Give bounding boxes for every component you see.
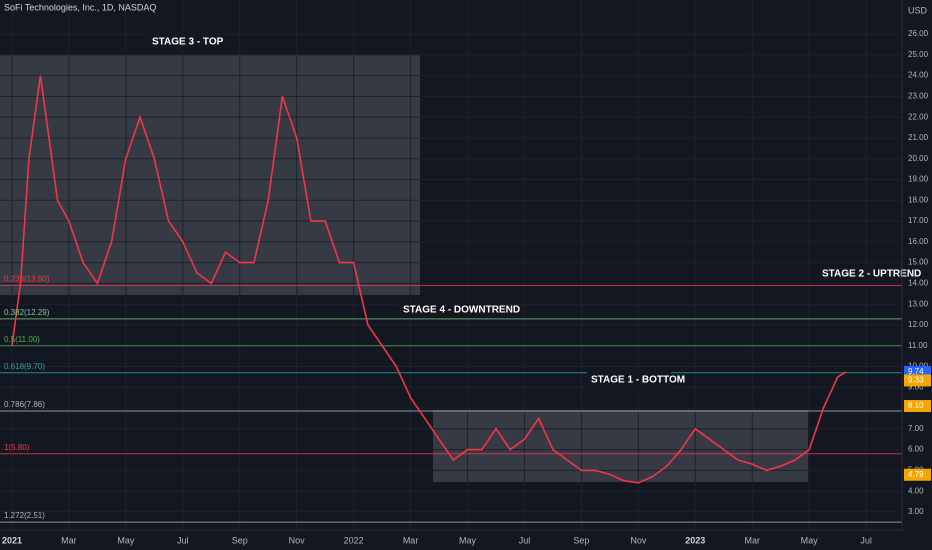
y-tick-label: 17.00 (908, 216, 929, 225)
x-tick-label: Jul (519, 535, 531, 545)
y-tick-label: 18.00 (908, 195, 929, 204)
x-tick-label: Sep (232, 535, 248, 545)
annotation: STAGE 1 - BOTTOM (591, 375, 685, 386)
y-tick-label: 23.00 (908, 92, 929, 101)
x-tick-label: May (117, 535, 135, 545)
x-tick-label: Jul (177, 535, 189, 545)
annotation: STAGE 4 - DOWNTREND (403, 305, 520, 316)
fib-label: 0.236(13.90) (4, 275, 50, 284)
x-tick-label: Mar (61, 535, 77, 545)
fib-label: 1(5.80) (4, 443, 30, 452)
annotation-bg (148, 34, 216, 50)
y-tick-label: 16.00 (908, 237, 929, 246)
x-tick-label: Mar (403, 535, 419, 545)
price-tag (904, 399, 931, 412)
price-tag (904, 468, 931, 481)
plot (0, 75, 902, 523)
x-tick-label: Mar (744, 535, 760, 545)
y-tick-label: 19.00 (908, 175, 929, 184)
x-tick-label: Sep (573, 535, 589, 545)
x-tick-label: 2023 (685, 535, 705, 545)
y-tick-label: 14.00 (908, 278, 929, 287)
x-tick-label: 2022 (344, 535, 364, 545)
y-tick-label: 24.00 (908, 71, 929, 80)
y-tick-label: 15.00 (908, 258, 929, 267)
annotation: STAGE 2 - UPTREND (822, 269, 921, 280)
y-tick-label: 6.00 (908, 445, 924, 454)
price-line (11, 75, 847, 484)
annotation-bg (818, 266, 906, 282)
annotation-bg (399, 302, 501, 318)
x-tick-label: Jul (860, 535, 872, 545)
x-tick-label: May (459, 535, 477, 545)
fib-label: 0.786(7.86) (4, 400, 45, 409)
price-tag-label: 9.33 (908, 376, 924, 385)
y-tick-label: 9.00 (908, 382, 924, 391)
stage-3-box (0, 55, 420, 295)
annotation: STAGE 3 - TOP (152, 37, 224, 48)
fib-label: 1.272(2.51) (4, 511, 45, 520)
annotation-bg (587, 372, 671, 388)
grid (0, 0, 902, 530)
x-tick-label: 2021 (2, 535, 22, 545)
price-tag-label: 9.74 (908, 367, 924, 376)
y-tick-label: 20.00 (908, 154, 929, 163)
y-tick-label: 22.00 (908, 112, 929, 121)
fib-label: 0.618(9.70) (4, 362, 45, 371)
x-tick-label: Nov (289, 535, 306, 545)
y-tick-label: 25.00 (908, 50, 929, 59)
y-tick-label: 21.00 (908, 133, 929, 142)
y-tick-label: 13.00 (908, 299, 929, 308)
y-axis-label: USD (908, 5, 928, 15)
price-tag (904, 374, 931, 387)
y-tick-label: 4.00 (908, 486, 924, 495)
chart-title: SoFi Technologies, Inc., 1D, NASDAQ (4, 2, 156, 12)
fib-label: 0.5(11.00) (4, 335, 40, 344)
y-tick-label: 7.00 (908, 424, 924, 433)
y-tick-label: 12.00 (908, 320, 929, 329)
price-tag-label: 8.10 (908, 401, 924, 410)
fib-label: 0.382(12.29) (4, 308, 50, 317)
y-tick-label: 11.00 (908, 341, 928, 350)
y-tick-label: 3.00 (908, 507, 924, 516)
x-tick-label: May (801, 535, 819, 545)
x-tick-label: Nov (630, 535, 647, 545)
y-tick-label: 26.00 (908, 29, 929, 38)
price-tag-label: 4.79 (908, 470, 924, 479)
